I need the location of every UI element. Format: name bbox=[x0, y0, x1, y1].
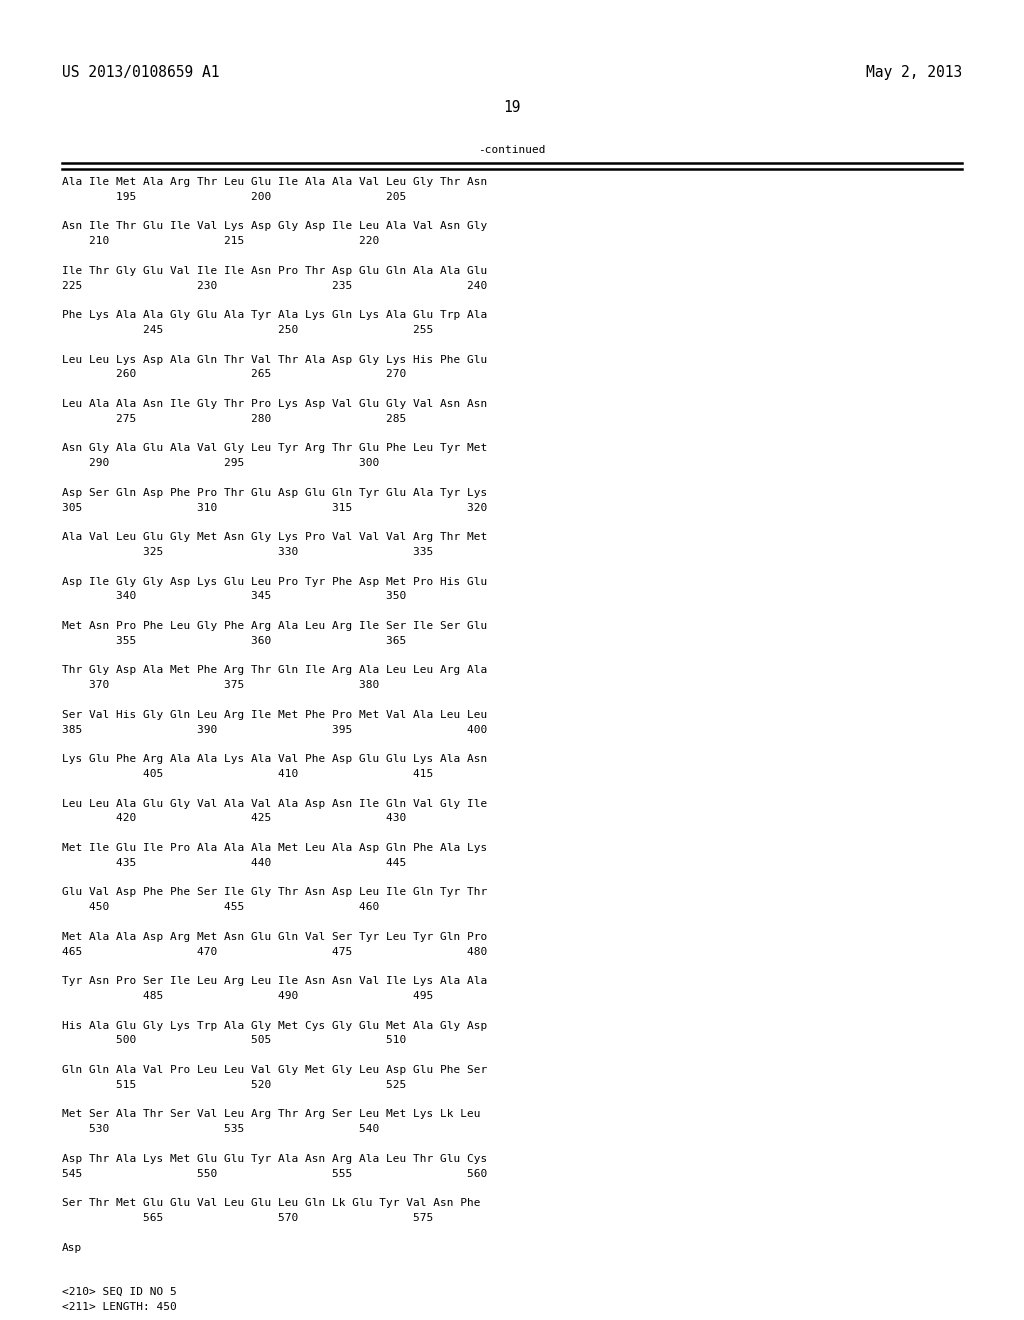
Text: His Ala Glu Gly Lys Trp Ala Gly Met Cys Gly Glu Met Ala Gly Asp: His Ala Glu Gly Lys Trp Ala Gly Met Cys … bbox=[62, 1020, 487, 1031]
Text: Asp Thr Ala Lys Met Glu Glu Tyr Ala Asn Arg Ala Leu Thr Glu Cys: Asp Thr Ala Lys Met Glu Glu Tyr Ala Asn … bbox=[62, 1154, 487, 1164]
Text: 290                 295                 300: 290 295 300 bbox=[62, 458, 379, 469]
Text: Lys Glu Phe Arg Ala Ala Lys Ala Val Phe Asp Glu Glu Lys Ala Asn: Lys Glu Phe Arg Ala Ala Lys Ala Val Phe … bbox=[62, 754, 487, 764]
Text: 19: 19 bbox=[503, 100, 521, 115]
Text: Phe Lys Ala Ala Gly Glu Ala Tyr Ala Lys Gln Lys Ala Glu Trp Ala: Phe Lys Ala Ala Gly Glu Ala Tyr Ala Lys … bbox=[62, 310, 487, 321]
Text: Gln Gln Ala Val Pro Leu Leu Val Gly Met Gly Leu Asp Glu Phe Ser: Gln Gln Ala Val Pro Leu Leu Val Gly Met … bbox=[62, 1065, 487, 1074]
Text: Tyr Asn Pro Ser Ile Leu Arg Leu Ile Asn Asn Val Ile Lys Ala Ala: Tyr Asn Pro Ser Ile Leu Arg Leu Ile Asn … bbox=[62, 977, 487, 986]
Text: 305                 310                 315                 320: 305 310 315 320 bbox=[62, 503, 487, 512]
Text: Asp Ser Gln Asp Phe Pro Thr Glu Asp Glu Gln Tyr Glu Ala Tyr Lys: Asp Ser Gln Asp Phe Pro Thr Glu Asp Glu … bbox=[62, 488, 487, 498]
Text: 530                 535                 540: 530 535 540 bbox=[62, 1125, 379, 1134]
Text: Met Ser Ala Thr Ser Val Leu Arg Thr Arg Ser Leu Met Lys Lk Leu: Met Ser Ala Thr Ser Val Leu Arg Thr Arg … bbox=[62, 1109, 480, 1119]
Text: 355                 360                 365: 355 360 365 bbox=[62, 636, 407, 645]
Text: 420                 425                 430: 420 425 430 bbox=[62, 813, 407, 824]
Text: 275                 280                 285: 275 280 285 bbox=[62, 413, 407, 424]
Text: 565                 570                 575: 565 570 575 bbox=[62, 1213, 433, 1224]
Text: 500                 505                 510: 500 505 510 bbox=[62, 1035, 407, 1045]
Text: US 2013/0108659 A1: US 2013/0108659 A1 bbox=[62, 65, 219, 81]
Text: Ser Val His Gly Gln Leu Arg Ile Met Phe Pro Met Val Ala Leu Leu: Ser Val His Gly Gln Leu Arg Ile Met Phe … bbox=[62, 710, 487, 719]
Text: -continued: -continued bbox=[478, 145, 546, 154]
Text: Glu Val Asp Phe Phe Ser Ile Gly Thr Asn Asp Leu Ile Gln Tyr Thr: Glu Val Asp Phe Phe Ser Ile Gly Thr Asn … bbox=[62, 887, 487, 898]
Text: 225                 230                 235                 240: 225 230 235 240 bbox=[62, 281, 487, 290]
Text: 195                 200                 205: 195 200 205 bbox=[62, 191, 407, 202]
Text: 515                 520                 525: 515 520 525 bbox=[62, 1080, 407, 1090]
Text: Asp: Asp bbox=[62, 1242, 82, 1253]
Text: 340                 345                 350: 340 345 350 bbox=[62, 591, 407, 602]
Text: 450                 455                 460: 450 455 460 bbox=[62, 902, 379, 912]
Text: 260                 265                 270: 260 265 270 bbox=[62, 370, 407, 379]
Text: 210                 215                 220: 210 215 220 bbox=[62, 236, 379, 247]
Text: Ile Thr Gly Glu Val Ile Ile Asn Pro Thr Asp Glu Gln Ala Ala Glu: Ile Thr Gly Glu Val Ile Ile Asn Pro Thr … bbox=[62, 265, 487, 276]
Text: 485                 490                 495: 485 490 495 bbox=[62, 991, 433, 1001]
Text: Ala Ile Met Ala Arg Thr Leu Glu Ile Ala Ala Val Leu Gly Thr Asn: Ala Ile Met Ala Arg Thr Leu Glu Ile Ala … bbox=[62, 177, 487, 187]
Text: 465                 470                 475                 480: 465 470 475 480 bbox=[62, 946, 487, 957]
Text: Asp Ile Gly Gly Asp Lys Glu Leu Pro Tyr Phe Asp Met Pro His Glu: Asp Ile Gly Gly Asp Lys Glu Leu Pro Tyr … bbox=[62, 577, 487, 586]
Text: May 2, 2013: May 2, 2013 bbox=[865, 65, 962, 81]
Text: <211> LENGTH: 450: <211> LENGTH: 450 bbox=[62, 1302, 177, 1312]
Text: Asn Ile Thr Glu Ile Val Lys Asp Gly Asp Ile Leu Ala Val Asn Gly: Asn Ile Thr Glu Ile Val Lys Asp Gly Asp … bbox=[62, 222, 487, 231]
Text: Leu Leu Ala Glu Gly Val Ala Val Ala Asp Asn Ile Gln Val Gly Ile: Leu Leu Ala Glu Gly Val Ala Val Ala Asp … bbox=[62, 799, 487, 809]
Text: Ala Val Leu Glu Gly Met Asn Gly Lys Pro Val Val Val Arg Thr Met: Ala Val Leu Glu Gly Met Asn Gly Lys Pro … bbox=[62, 532, 487, 543]
Text: Thr Gly Asp Ala Met Phe Arg Thr Gln Ile Arg Ala Leu Leu Arg Ala: Thr Gly Asp Ala Met Phe Arg Thr Gln Ile … bbox=[62, 665, 487, 676]
Text: 245                 250                 255: 245 250 255 bbox=[62, 325, 433, 335]
Text: Ser Thr Met Glu Glu Val Leu Glu Leu Gln Lk Glu Tyr Val Asn Phe: Ser Thr Met Glu Glu Val Leu Glu Leu Gln … bbox=[62, 1199, 480, 1208]
Text: 545                 550                 555                 560: 545 550 555 560 bbox=[62, 1168, 487, 1179]
Text: 325                 330                 335: 325 330 335 bbox=[62, 546, 433, 557]
Text: Met Asn Pro Phe Leu Gly Phe Arg Ala Leu Arg Ile Ser Ile Ser Glu: Met Asn Pro Phe Leu Gly Phe Arg Ala Leu … bbox=[62, 620, 487, 631]
Text: 435                 440                 445: 435 440 445 bbox=[62, 858, 407, 867]
Text: Leu Leu Lys Asp Ala Gln Thr Val Thr Ala Asp Gly Lys His Phe Glu: Leu Leu Lys Asp Ala Gln Thr Val Thr Ala … bbox=[62, 355, 487, 364]
Text: 405                 410                 415: 405 410 415 bbox=[62, 770, 433, 779]
Text: Met Ile Glu Ile Pro Ala Ala Ala Met Leu Ala Asp Gln Phe Ala Lys: Met Ile Glu Ile Pro Ala Ala Ala Met Leu … bbox=[62, 843, 487, 853]
Text: 385                 390                 395                 400: 385 390 395 400 bbox=[62, 725, 487, 735]
Text: 370                 375                 380: 370 375 380 bbox=[62, 680, 379, 690]
Text: Leu Ala Ala Asn Ile Gly Thr Pro Lys Asp Val Glu Gly Val Asn Asn: Leu Ala Ala Asn Ile Gly Thr Pro Lys Asp … bbox=[62, 399, 487, 409]
Text: <210> SEQ ID NO 5: <210> SEQ ID NO 5 bbox=[62, 1287, 177, 1298]
Text: Asn Gly Ala Glu Ala Val Gly Leu Tyr Arg Thr Glu Phe Leu Tyr Met: Asn Gly Ala Glu Ala Val Gly Leu Tyr Arg … bbox=[62, 444, 487, 453]
Text: Met Ala Ala Asp Arg Met Asn Glu Gln Val Ser Tyr Leu Tyr Gln Pro: Met Ala Ala Asp Arg Met Asn Glu Gln Val … bbox=[62, 932, 487, 941]
